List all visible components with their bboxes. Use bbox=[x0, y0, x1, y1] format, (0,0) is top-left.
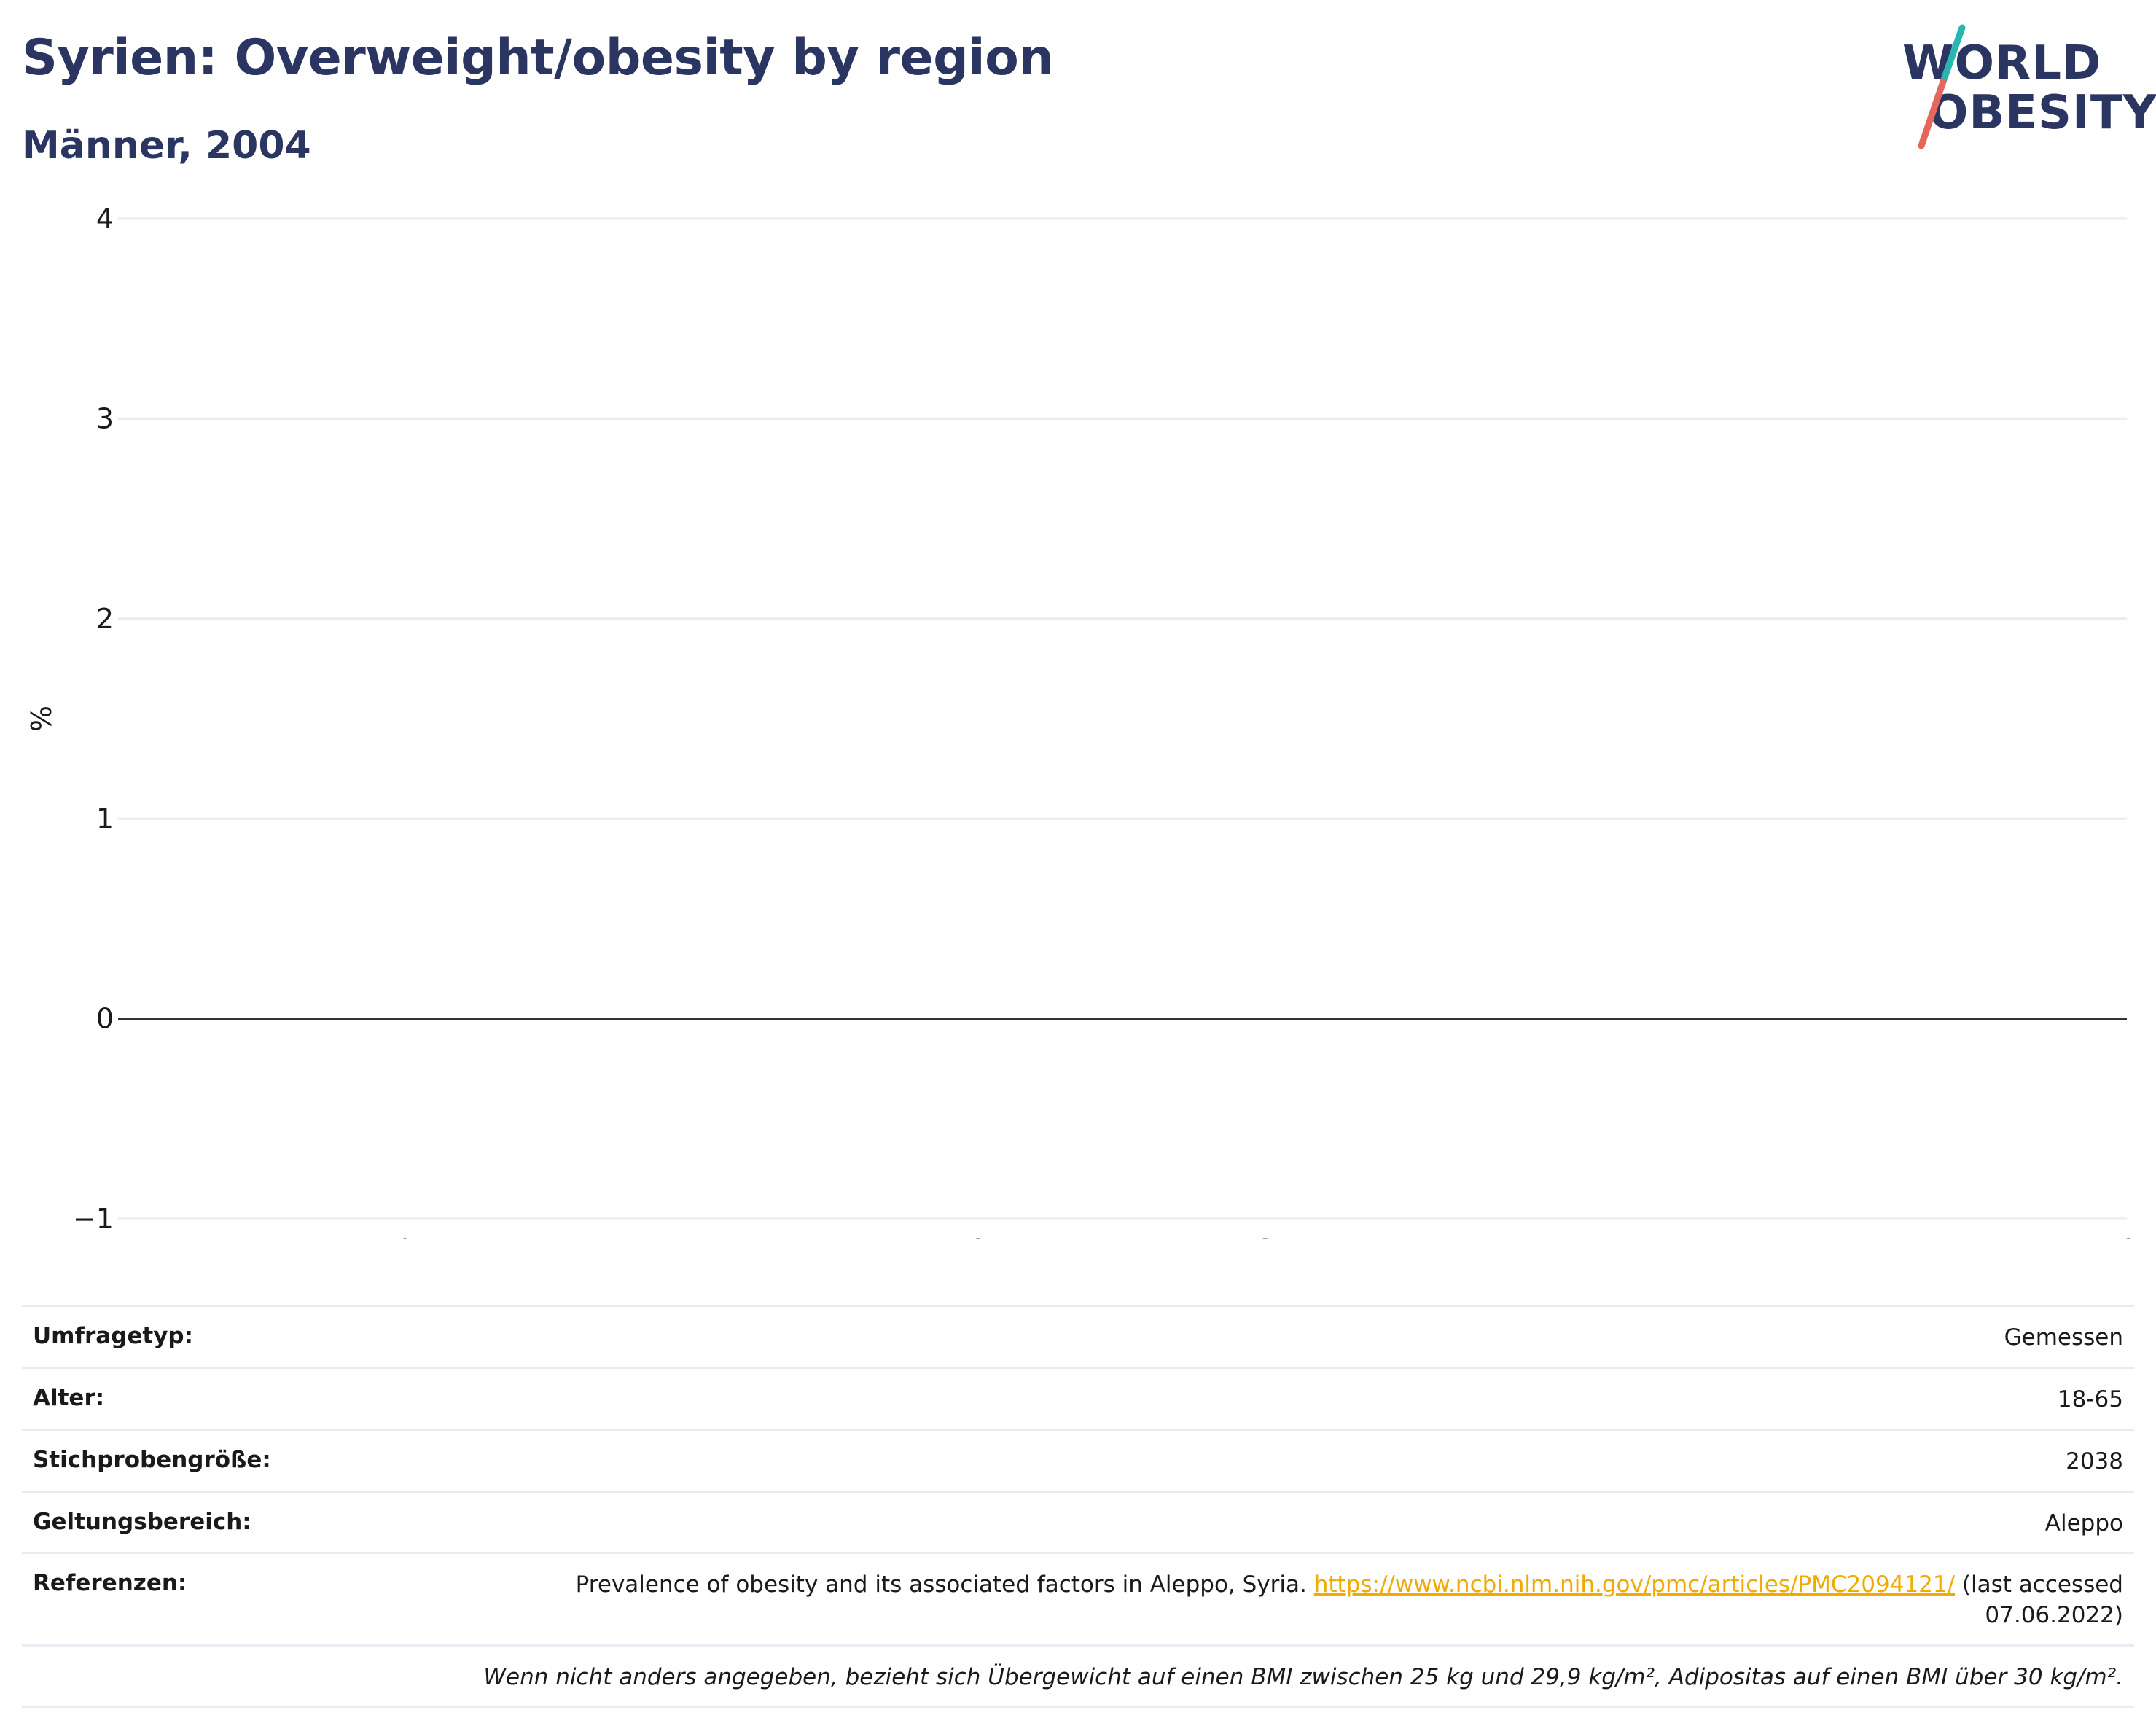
logo-slash-icon bbox=[1918, 24, 1966, 149]
x-tick-label: 3 bbox=[1257, 1234, 1275, 1239]
x-tick-label: 2 bbox=[970, 1234, 988, 1239]
chart-title: Syrien: Overweight/obesity by region bbox=[22, 29, 1054, 87]
chart-subtitle: Männer, 2004 bbox=[22, 124, 311, 168]
reference-accessed: (last accessed 07.06.2022) bbox=[1955, 1571, 2123, 1629]
info-row: Geltungsbereich: Aleppo bbox=[22, 1490, 2134, 1553]
x-tick-label: −1 bbox=[98, 1234, 138, 1239]
info-row-references: Referenzen: Prevalence of obesity and it… bbox=[22, 1552, 2134, 1644]
gridlines bbox=[118, 217, 2127, 1220]
logo-line-1: WORLD bbox=[1902, 36, 2102, 90]
y-tick-label: 3 bbox=[96, 402, 114, 434]
info-value: 2038 bbox=[2066, 1448, 2123, 1475]
info-key: Geltungsbereich: bbox=[33, 1508, 251, 1535]
x-axis-ticks: −1 0 1 2 3 4 5 6 bbox=[98, 1234, 2136, 1239]
info-table: Umfragetyp: Gemessen Alter: 18-65 Stichprobe… bbox=[22, 1305, 2134, 1709]
x-tick-label: 1 bbox=[683, 1234, 700, 1239]
world-obesity-logo: WORLD OBESITY bbox=[1902, 22, 2156, 153]
info-key: Referenzen: bbox=[33, 1570, 187, 1597]
info-value: Prevalence of obesity and its associated… bbox=[520, 1570, 2123, 1631]
x-tick-label: 0 bbox=[397, 1234, 414, 1239]
info-value: 18-65 bbox=[2057, 1386, 2123, 1413]
info-value: Aleppo bbox=[2044, 1510, 2123, 1536]
reference-text: Prevalence of obesity and its associated… bbox=[575, 1571, 1314, 1598]
footnote: Wenn nicht anders angegeben, bezieht sic… bbox=[22, 1644, 2134, 1709]
x-tick-label: 4 bbox=[1544, 1234, 1561, 1239]
y-tick-label: 4 bbox=[96, 203, 114, 235]
y-tick-label: 2 bbox=[96, 603, 114, 635]
x-tick-label: 6 bbox=[2118, 1234, 2136, 1239]
info-value: Gemessen bbox=[2004, 1324, 2123, 1351]
reference-link[interactable]: https://www.ncbi.nlm.nih.gov/pmc/article… bbox=[1313, 1571, 1956, 1598]
logo-line-2: OBESITY bbox=[1929, 86, 2156, 140]
info-row: Alter: 18-65 bbox=[22, 1366, 2134, 1429]
info-row: Stichprobengröße: 2038 bbox=[22, 1428, 2134, 1491]
y-tick-label: 0 bbox=[96, 1003, 114, 1035]
chart-area: −1 0 1 2 3 4 −1 0 1 2 3 4 5 6 % bbox=[26, 203, 2136, 1239]
y-tick-label: −1 bbox=[73, 1203, 114, 1235]
info-key: Alter: bbox=[33, 1384, 105, 1411]
info-key: Stichprobengröße: bbox=[33, 1446, 271, 1473]
x-tick-label: 5 bbox=[1831, 1234, 1848, 1239]
y-tick-label: 1 bbox=[96, 802, 114, 835]
y-axis-ticks: −1 0 1 2 3 4 bbox=[73, 203, 114, 1235]
info-row: Umfragetyp: Gemessen bbox=[22, 1305, 2134, 1367]
info-key: Umfragetyp: bbox=[33, 1323, 193, 1349]
y-axis-label: % bbox=[26, 706, 58, 732]
